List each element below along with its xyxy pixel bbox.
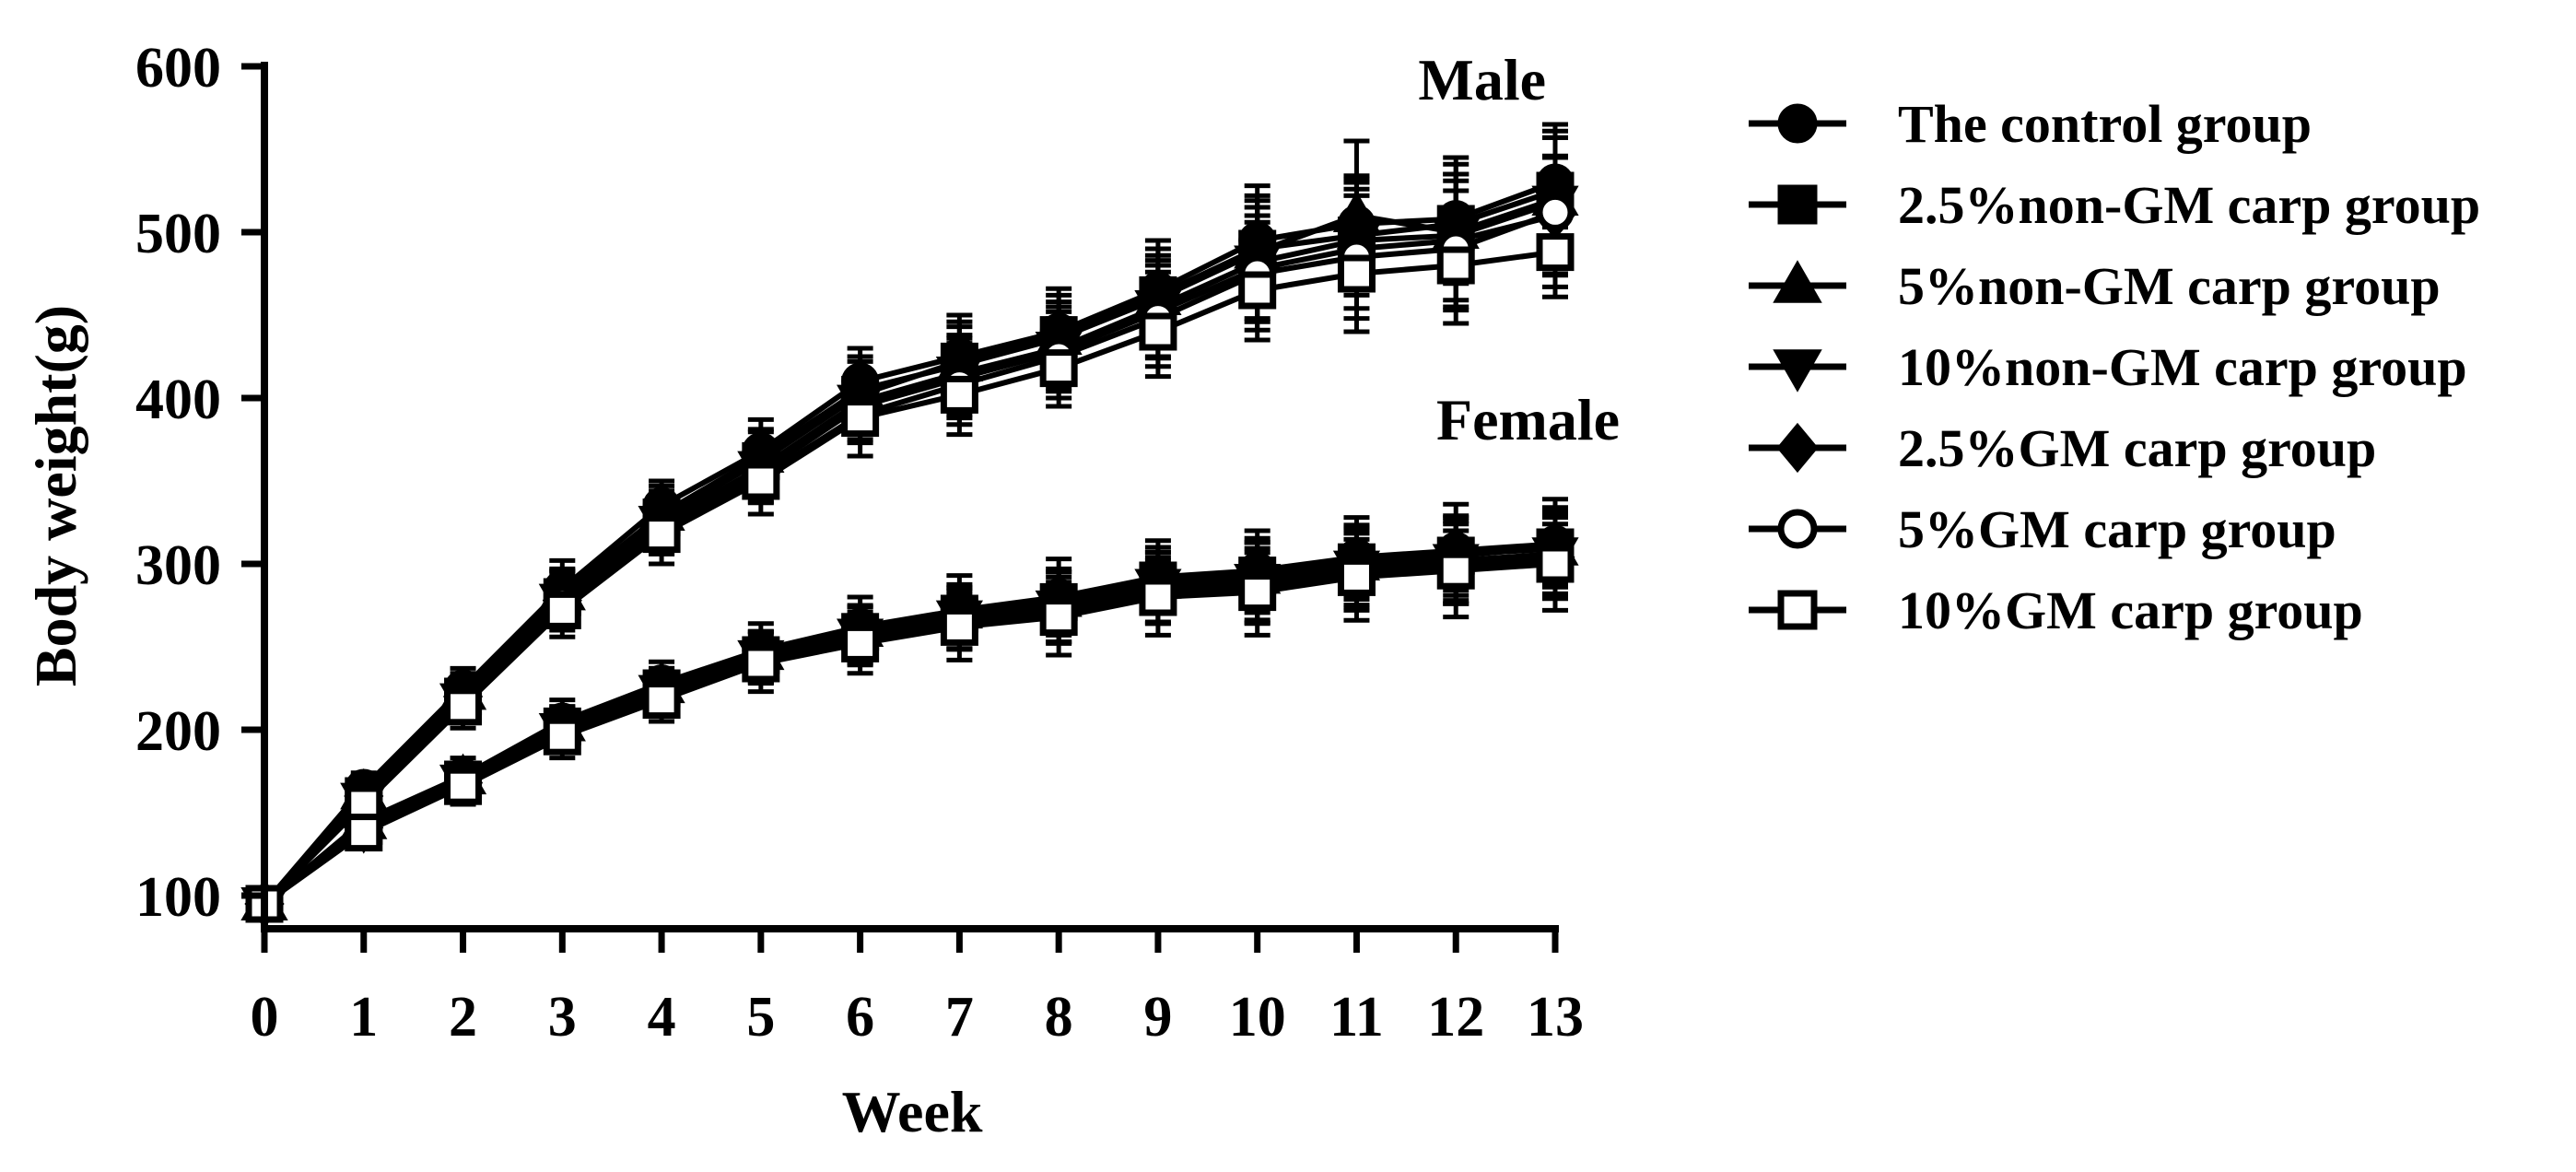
legend-marker	[1777, 184, 1818, 225]
legend-item: 5%GM carp group	[1749, 499, 2336, 559]
series-6-male-point	[1436, 246, 1475, 285]
x-tick-label: 11	[1329, 986, 1384, 1049]
x-tick-label: 0	[251, 986, 279, 1049]
plot-area	[240, 122, 1579, 929]
series-6-male-point	[841, 399, 880, 438]
legend-marker	[1777, 509, 1818, 549]
series-5-male-point	[1536, 193, 1575, 231]
x-axis-label: Week	[842, 1079, 983, 1144]
series-6-female-point	[1238, 573, 1277, 612]
legend-item: 2.5%non-GM carp group	[1749, 175, 2480, 235]
series-6-female-point	[1536, 545, 1575, 583]
series-6-female-point	[543, 717, 581, 756]
series-6-male-point	[1536, 233, 1575, 272]
x-tick-label: 6	[846, 986, 874, 1049]
x-tick-label: 10	[1229, 986, 1286, 1049]
y-tick-label: 300	[135, 534, 221, 597]
series-6-female-point	[1337, 557, 1376, 596]
y-axis-label: Body weight(g)	[23, 305, 88, 686]
y-tick-label: 500	[135, 203, 221, 265]
series-6-male-point	[742, 462, 780, 500]
annotation-female: Female	[1436, 387, 1620, 452]
x-tick-label: 12	[1427, 986, 1484, 1049]
series-6-male-point	[1139, 312, 1177, 351]
x-tick-label: 8	[1045, 986, 1073, 1049]
x-tick-label: 3	[548, 986, 577, 1049]
legend-item: 10%non-GM carp group	[1749, 337, 2467, 397]
axes	[261, 62, 1559, 932]
series-6-female-point	[742, 644, 780, 683]
legend-marker	[1777, 103, 1818, 144]
legend-item: The control group	[1749, 94, 2312, 154]
legend-marker	[1773, 260, 1822, 303]
series-6-female-line	[263, 561, 1556, 907]
y-tick-label: 200	[135, 700, 221, 763]
legend-label: 10%non-GM carp group	[1898, 337, 2467, 397]
x-tick-label: 1	[349, 986, 378, 1049]
series-6-female-point	[642, 681, 681, 720]
legend-label: 10%GM carp group	[1898, 580, 2363, 640]
x-tick-label: 7	[945, 986, 974, 1049]
x-tick-label: 9	[1143, 986, 1172, 1049]
series-6-female-point	[444, 767, 483, 805]
legend-marker	[1777, 590, 1818, 630]
legend-marker	[1773, 349, 1822, 393]
series-6-female-point	[841, 624, 880, 662]
series-6-female-point	[1436, 551, 1475, 590]
x-tick-label: 5	[746, 986, 775, 1049]
legend-label: 5%non-GM carp group	[1898, 256, 2441, 316]
legend: The control group 2.5%non-GM carp group 5%…	[1749, 94, 2480, 640]
series-6-female-point	[1039, 598, 1078, 637]
legend-item: 5%non-GM carp group	[1749, 256, 2441, 316]
series-6-male-point	[642, 515, 681, 554]
series-6-male-point	[940, 375, 978, 414]
series-6-male-point	[543, 591, 581, 629]
legend-label: 2.5%non-GM carp group	[1898, 175, 2480, 235]
series-6-female-point	[940, 607, 978, 646]
series-6-female-point	[1139, 578, 1177, 616]
y-tick-label: 100	[135, 866, 221, 929]
series-6-male-point	[1039, 349, 1078, 388]
series-6-female-point	[345, 814, 383, 852]
legend-item: 10%GM carp group	[1749, 580, 2363, 640]
legend-label: 5%GM carp group	[1898, 499, 2336, 559]
legend-marker	[1776, 422, 1819, 474]
series-6-male-point	[1238, 271, 1277, 310]
x-tick-label: 4	[648, 986, 676, 1049]
series-6-male-point	[1337, 254, 1376, 293]
x-tick-label: 2	[449, 986, 477, 1049]
legend-item: 2.5%GM carp group	[1749, 418, 2376, 478]
y-tick-label: 400	[135, 369, 221, 431]
annotation-male: Male	[1418, 47, 1546, 112]
y-tick-label: 600	[135, 37, 221, 100]
legend-label: 2.5%GM carp group	[1898, 418, 2376, 478]
x-tick-label: 13	[1527, 986, 1584, 1049]
series-6-male-point	[444, 687, 483, 726]
legend-label: The control group	[1898, 94, 2312, 154]
